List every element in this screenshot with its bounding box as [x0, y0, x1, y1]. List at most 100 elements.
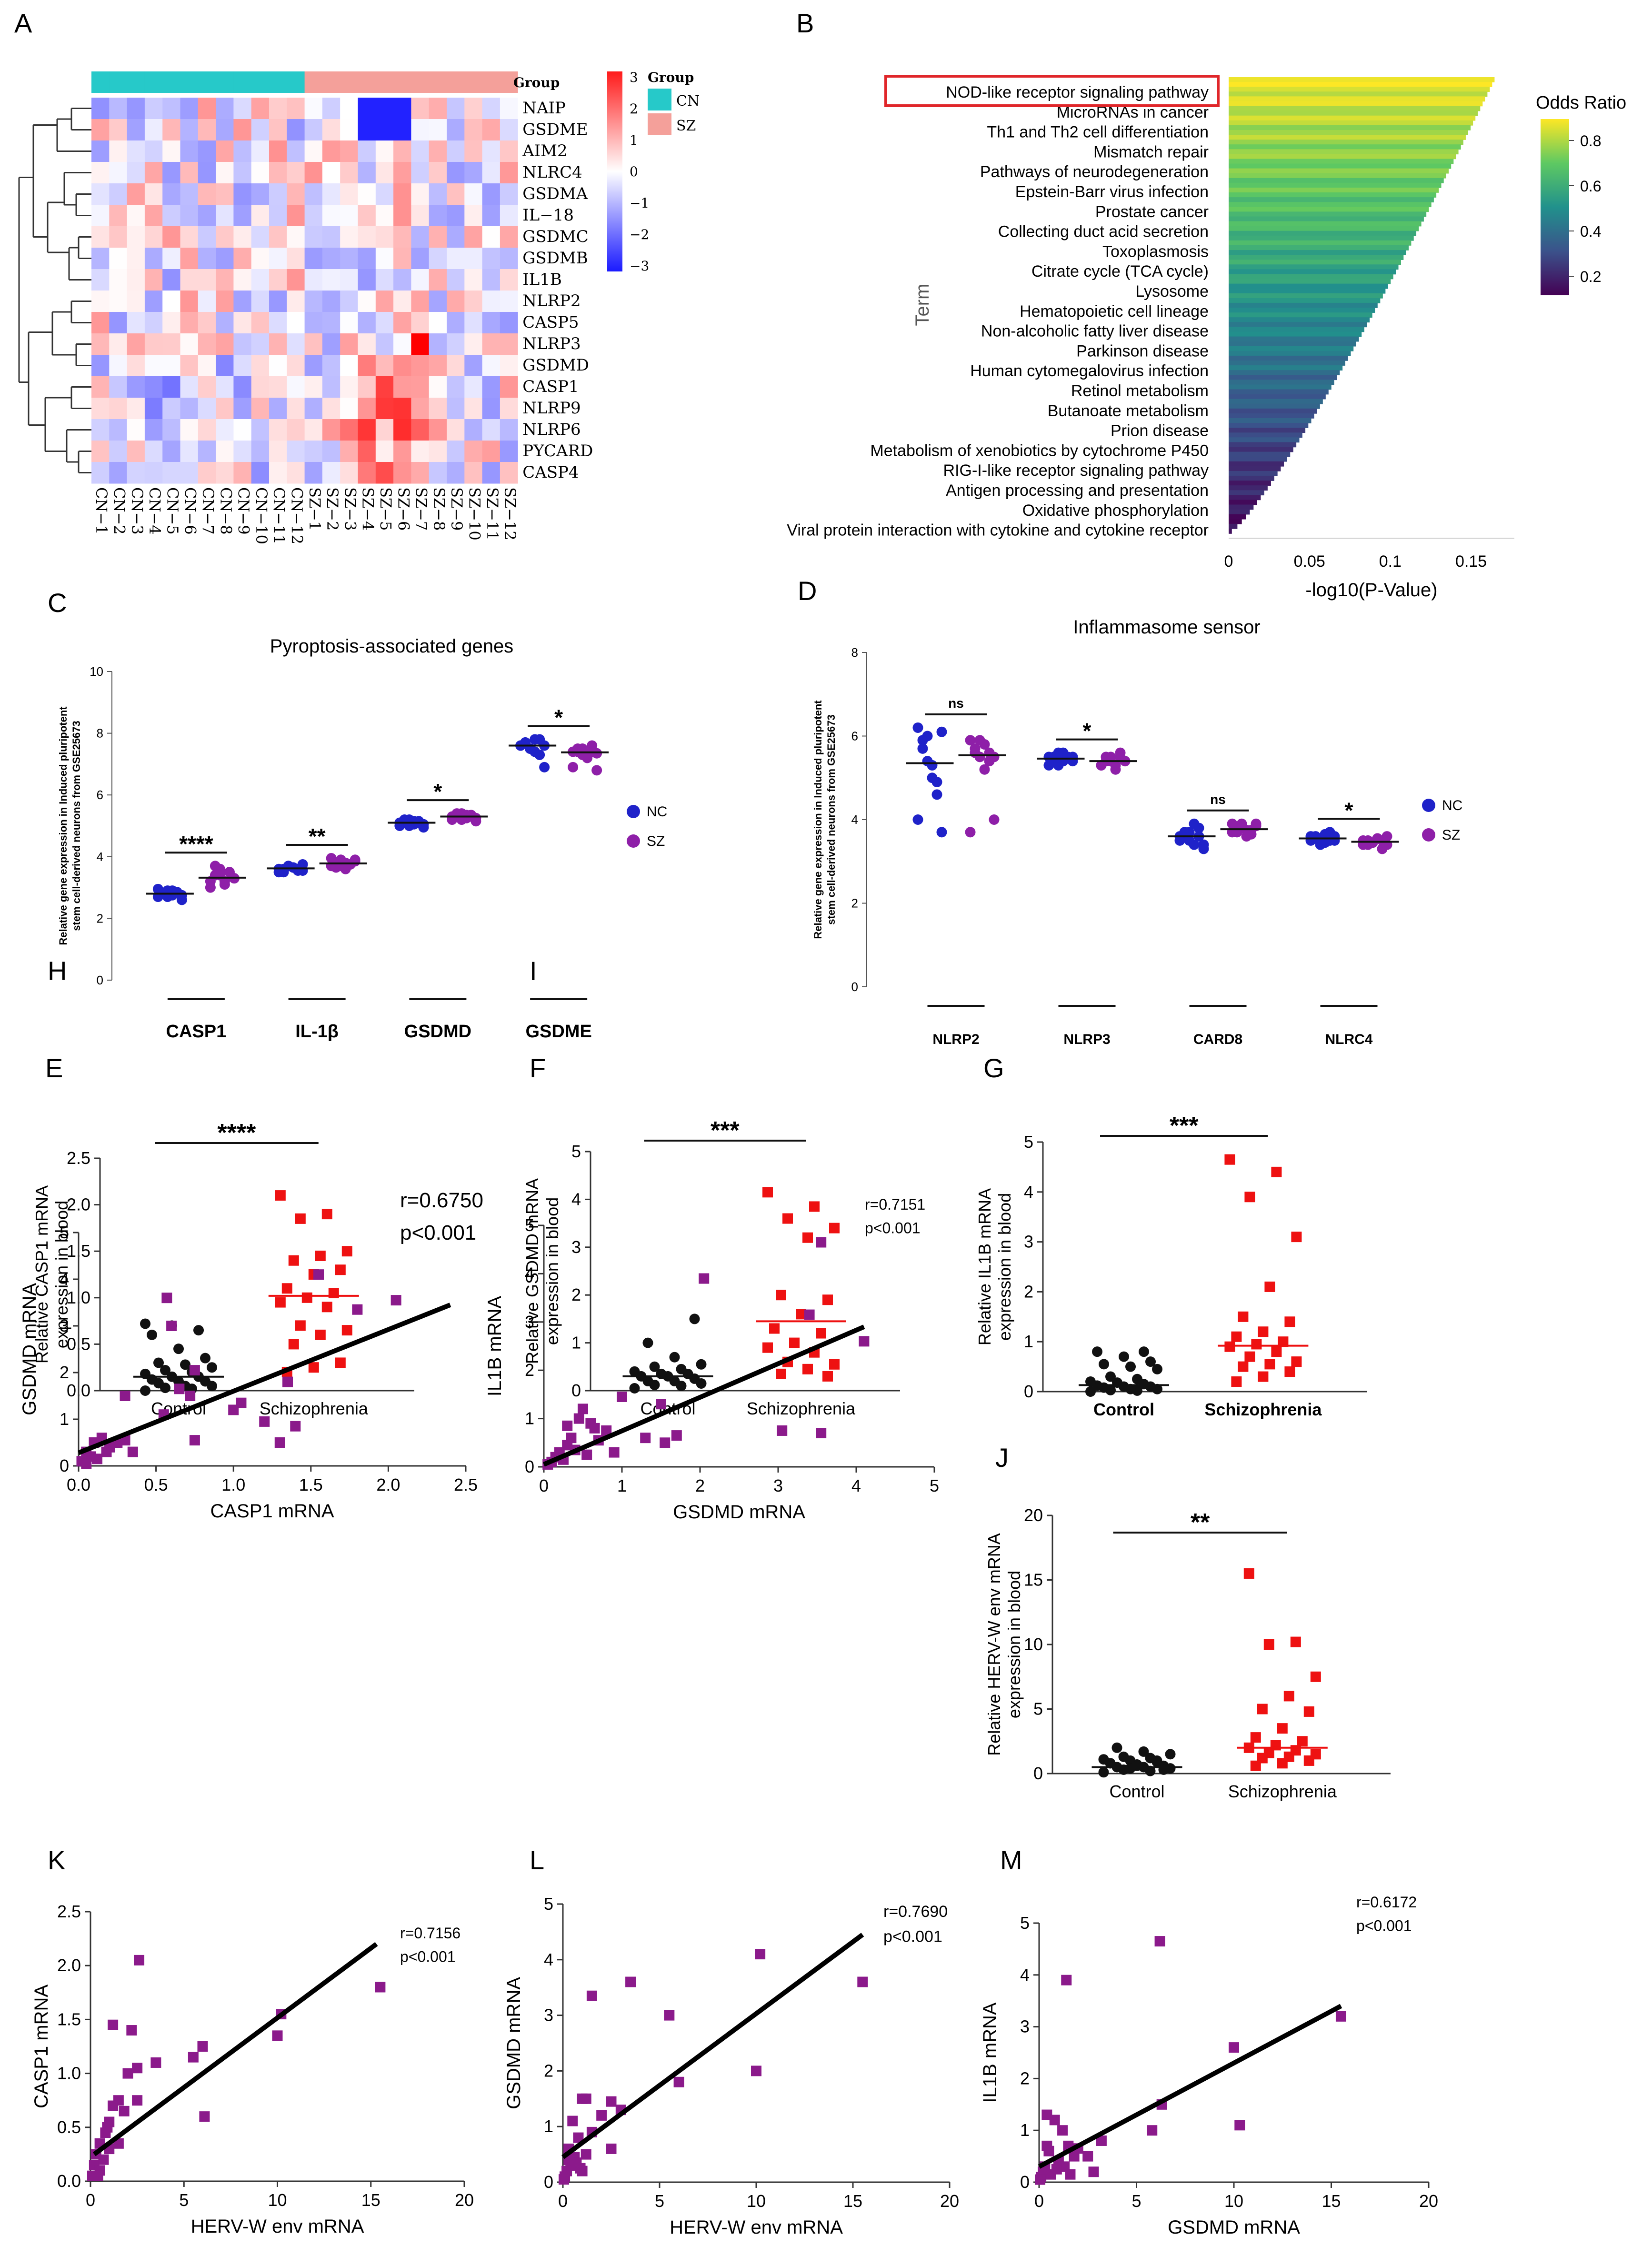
heatmap-cell [393, 205, 411, 227]
enrichment-bar [1229, 432, 1302, 438]
heatmap-cell [233, 226, 252, 248]
column-label: CN−3 [128, 487, 146, 535]
y-tick-label: 2 [97, 911, 103, 925]
data-point [1329, 831, 1340, 842]
heatmap-cell [198, 140, 216, 162]
data-point [180, 1359, 190, 1370]
enrichment-bar [1229, 355, 1348, 361]
data-point [313, 1269, 324, 1280]
heatmap-cell [287, 119, 305, 141]
heatmap-cell [180, 248, 199, 270]
data-point [1264, 1359, 1275, 1370]
heatmap-cell [109, 226, 128, 248]
heatmap-cell [304, 312, 323, 334]
heatmap-cell [287, 183, 305, 205]
highlight-box [884, 75, 1220, 107]
heatmap-cell [269, 140, 287, 162]
heatmap-cell [216, 312, 234, 334]
y-label-line: expression in blood [52, 1201, 71, 1348]
heatmap-cell [91, 183, 110, 205]
heatmap-cell [287, 333, 305, 355]
data-point [275, 1190, 286, 1201]
legend-label: NC [1442, 798, 1462, 813]
data-point [591, 765, 602, 776]
data-point [1291, 1232, 1302, 1243]
heatmap-cell [216, 269, 234, 291]
data-point [274, 1437, 285, 1448]
column-label: CN−12 [288, 487, 306, 544]
data-point [1085, 1386, 1096, 1397]
heatmap-cell [322, 419, 340, 441]
enrichment-bar [1229, 120, 1473, 126]
row-label: NLRP9 [522, 399, 581, 418]
heatmap-cell [375, 376, 394, 398]
y-axis-label: CASP1 mRNA [31, 1985, 52, 2108]
heatmap-cell [464, 205, 483, 227]
heatmap-cell [500, 248, 518, 270]
x-tick-label: 4 [851, 1476, 861, 1495]
heatmap-cell [304, 183, 323, 205]
heatmap-cell [304, 226, 323, 248]
heatmap-cell [411, 226, 430, 248]
heatmap-cell [447, 205, 465, 227]
heatmap-cell [180, 462, 199, 484]
data-point [1067, 752, 1078, 762]
heatmap-cell [109, 376, 128, 398]
heatmap-cell [144, 333, 163, 355]
heatmap-cell [304, 248, 323, 270]
heatmap-cell [216, 140, 234, 162]
term-label: Viral protein interaction with cytokine … [787, 521, 1209, 540]
y-label-line: expression in blood [542, 1197, 562, 1345]
row-label: NLRC4 [522, 163, 582, 182]
enrichment-bar [1229, 182, 1442, 188]
heatmap-cell [162, 226, 180, 248]
heatmap-cell [358, 312, 376, 334]
heatmap-cell [287, 162, 305, 184]
enrichment-term-labels: NOD-like receptor signaling pathwayMicro… [787, 83, 1209, 540]
data-point [1138, 1746, 1149, 1757]
colorbar-ticks: 0.8 0.6 0.4 0.2 [1569, 132, 1601, 285]
y-tick-label: 15 [1024, 1570, 1043, 1590]
data-point [315, 1329, 326, 1340]
heatmap-cell [411, 419, 430, 441]
heatmap-cell [162, 98, 180, 120]
heatmap-cell [464, 333, 483, 355]
heatmap-cell [304, 419, 323, 441]
data-point [173, 1344, 184, 1354]
group-bar-cell [216, 71, 234, 93]
data-point [301, 1292, 312, 1303]
heatmap-cell [375, 398, 394, 420]
column-label: CN−1 [92, 487, 110, 535]
heatmap-cell [91, 419, 110, 441]
x-tick-label: 1.5 [299, 1475, 323, 1494]
enrichment-bar [1229, 451, 1291, 457]
heatmap-cell [429, 312, 447, 334]
group-bar-cell [91, 71, 110, 93]
data-point [755, 1949, 766, 1960]
chart-title: Inflammasome sensor [1073, 617, 1260, 638]
data-point [1099, 1359, 1109, 1370]
data-point [1041, 2140, 1052, 2151]
enrichment-bar [1229, 423, 1309, 428]
x-category-label: Schizophrenia [1228, 1782, 1337, 1801]
data-point [185, 1391, 196, 1401]
enrichment-bar [1229, 202, 1432, 208]
data-point [936, 827, 947, 838]
heatmap-cell [304, 441, 323, 462]
data-point [1224, 1154, 1235, 1165]
enrichment-bar [1229, 178, 1444, 183]
enrichment-bar [1229, 115, 1476, 121]
correlation-p: p<0.001 [400, 1948, 456, 1965]
heatmap-cell [216, 162, 234, 184]
data-point [1096, 2135, 1107, 2146]
heatmap-cell [464, 419, 483, 441]
x-axis-label: GSDMD mRNA [1168, 2217, 1300, 2238]
colorbar-tick: 1 [630, 132, 638, 148]
row-label: CASP4 [522, 463, 579, 482]
heatmap-cell [287, 398, 305, 420]
data-point [762, 1342, 773, 1353]
heatmap-cell [464, 269, 483, 291]
data-point [922, 731, 933, 742]
colorbar-tick-label: 0.6 [1580, 178, 1601, 195]
